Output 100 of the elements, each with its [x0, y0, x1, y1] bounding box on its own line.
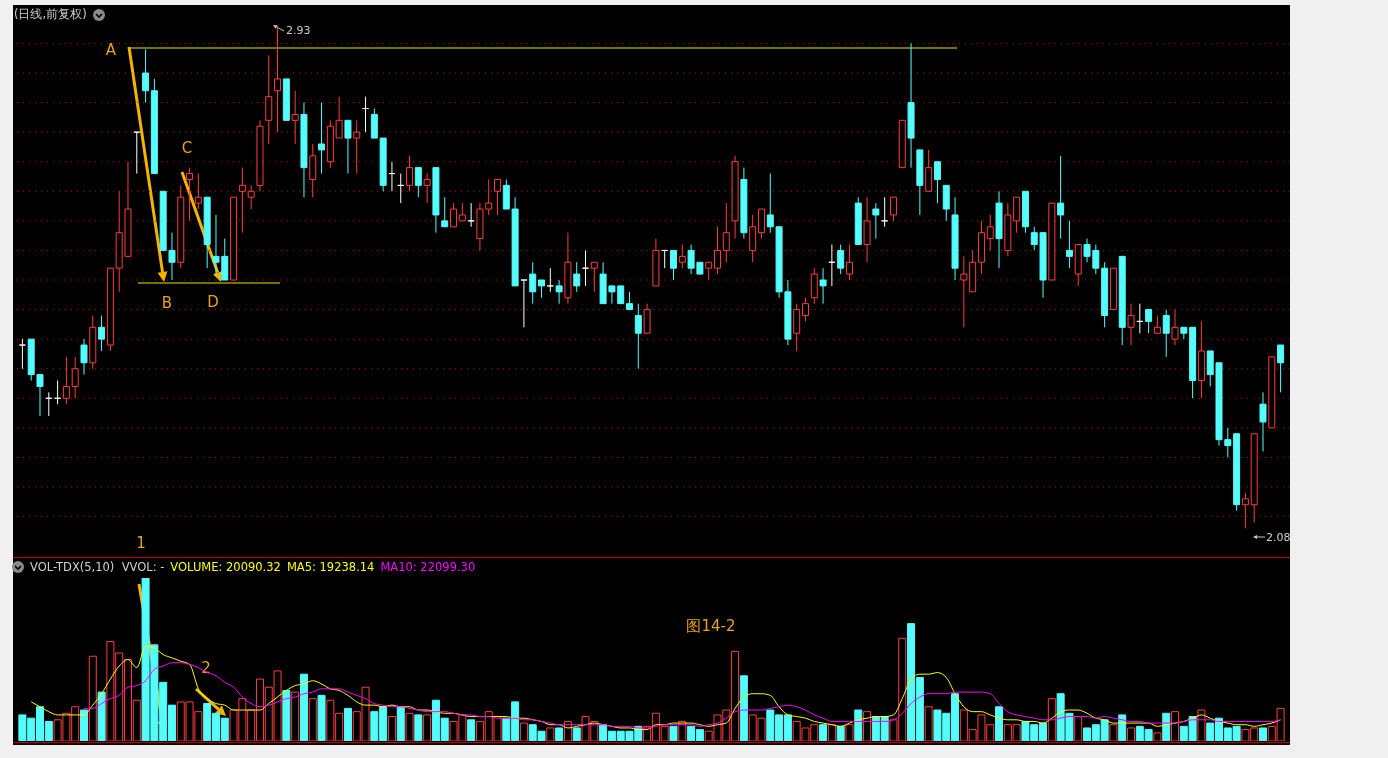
bar: [467, 719, 476, 741]
bar: [423, 714, 432, 741]
bar: [1259, 727, 1267, 741]
chart-title: (日线,前复权): [14, 7, 87, 22]
annotation: 2: [201, 658, 211, 677]
text: MA5: 19238.14: [286, 560, 375, 574]
candlestick: [1127, 303, 1135, 346]
bar: [387, 716, 396, 741]
text: MA10: 22099.30: [380, 560, 476, 574]
candlestick: [925, 149, 933, 192]
candlestick: [749, 214, 757, 263]
candlestick: [889, 196, 897, 222]
candlestick: [247, 184, 255, 210]
candlestick: [872, 202, 880, 240]
candlestick: [845, 244, 853, 281]
bar: [819, 724, 828, 741]
candlestick: [933, 161, 941, 204]
candlestick: [98, 314, 106, 352]
candlestick: [1171, 309, 1179, 346]
candlestick: [414, 167, 422, 198]
candlestick: [406, 155, 414, 192]
annotation: 图14-2: [686, 616, 736, 635]
candlestick: [1259, 391, 1267, 453]
candlestick: [71, 356, 79, 399]
annotation: 2.08: [1266, 531, 1291, 544]
bar: [299, 673, 308, 741]
bar: [924, 706, 933, 741]
candlestick: [186, 167, 194, 222]
candlestick: [1145, 309, 1153, 334]
bar: [546, 727, 555, 741]
candlestick: [590, 261, 598, 293]
candlestick: [1277, 344, 1285, 393]
bar: [1153, 732, 1162, 741]
candlestick: [881, 196, 889, 228]
candlestick: [801, 297, 809, 322]
candlestick: [863, 196, 871, 263]
bar: [669, 725, 678, 741]
bar: [343, 707, 352, 741]
candlestick: [986, 214, 994, 251]
bar: [396, 706, 405, 741]
candlestick: [18, 338, 26, 370]
candlestick: [757, 208, 765, 240]
candlestick: [238, 167, 246, 234]
bar: [405, 712, 414, 741]
candlestick: [467, 202, 475, 228]
bar: [317, 694, 326, 741]
bar: [97, 691, 106, 741]
bar: [519, 722, 528, 741]
candlestick: [309, 143, 317, 198]
bar: [282, 689, 291, 741]
candlestick: [274, 25, 282, 133]
candlestick: [573, 261, 581, 293]
candlestick: [1162, 309, 1170, 358]
candlestick: [142, 48, 150, 104]
candlestick: [291, 90, 299, 145]
bar: [88, 655, 97, 741]
candlestick: [265, 54, 273, 145]
candlestick: [643, 303, 651, 334]
legend-title: VOL-TDX(5,10) VVOL: -: [30, 560, 165, 574]
candlestick: [678, 244, 686, 269]
bar: [79, 709, 88, 741]
bar: [308, 698, 317, 741]
candlestick: [441, 196, 449, 228]
bar: [414, 714, 423, 741]
bar: [863, 711, 872, 741]
bar: [836, 725, 845, 741]
bar: [845, 724, 854, 741]
candlestick: [634, 303, 642, 370]
candlestick: [670, 249, 677, 281]
bar: [827, 724, 836, 741]
candlestick: [494, 178, 502, 216]
candlestick: [344, 119, 352, 175]
candlestick: [713, 226, 721, 275]
bar: [1127, 727, 1136, 741]
candlestick: [529, 261, 537, 305]
candlestick: [555, 279, 563, 305]
candlestick: [520, 279, 528, 328]
bar: [1197, 709, 1206, 741]
candlestick: [819, 267, 827, 305]
candlestick: [810, 267, 818, 305]
bar: [1074, 716, 1083, 741]
text: VOLUME: 20090.32: [170, 560, 281, 574]
candlestick: [1241, 492, 1249, 529]
bar: [1171, 711, 1180, 741]
candlestick: [546, 267, 554, 293]
bar: [854, 709, 863, 741]
candlestick: [793, 303, 801, 352]
candlestick: [194, 173, 202, 210]
candlestick: [62, 356, 70, 405]
bar: [572, 727, 581, 741]
candlestick: [1013, 196, 1021, 234]
bar: [1109, 724, 1118, 741]
annotation: A: [105, 40, 117, 59]
candlestick: [80, 338, 88, 376]
candlestick: [1065, 220, 1073, 269]
candlestick: [1057, 155, 1065, 240]
annotation: 2.93: [286, 24, 311, 37]
bar: [555, 727, 564, 741]
annotation: B: [161, 293, 173, 312]
bar: [291, 691, 300, 741]
